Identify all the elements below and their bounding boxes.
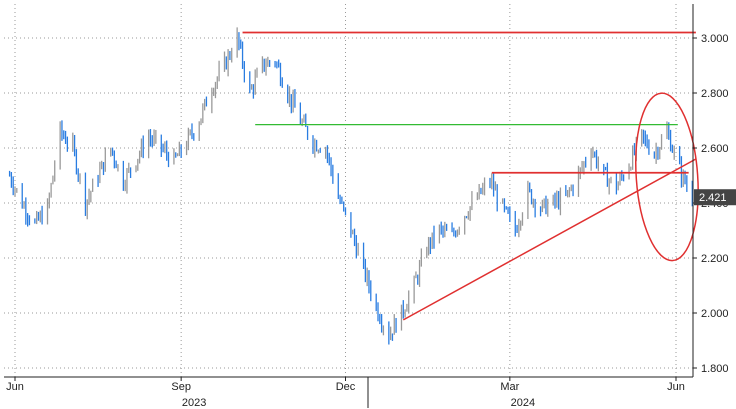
axes: 1.8002.0002.2002.4002.6002.8003.000JunSe… [4,4,736,409]
x-tick-label: Sep [171,381,191,393]
x-tick-label: Mar [500,381,519,393]
last-value-label: 2.421 [699,192,727,204]
y-tick-label: 2.600 [701,143,729,155]
year-label: 2024 [511,397,535,409]
y-tick-label: 2.000 [701,308,729,320]
last-value-badge [694,189,736,206]
year-label: 2023 [182,397,206,409]
x-tick-label: Jun [6,381,24,393]
x-tick-label: Jun [667,381,685,393]
y-tick-label: 1.800 [701,363,729,375]
price-bars [8,27,693,345]
red-ellipse [635,92,699,262]
y-tick-label: 3.000 [701,33,729,45]
annotations [242,31,699,321]
y-tick-label: 2.800 [701,88,729,100]
x-tick-label: Dec [336,381,356,393]
grid-lines [4,4,693,377]
red-trendline [402,158,697,321]
y-tick-label: 2.200 [701,253,729,265]
